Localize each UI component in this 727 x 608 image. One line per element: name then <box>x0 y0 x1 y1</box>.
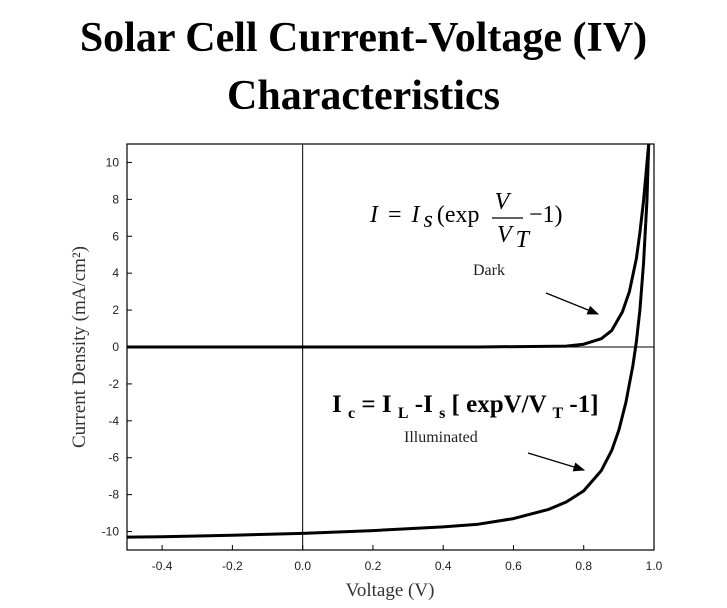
axis-ticks: -0.4 -0.2 0.0 0.2 0.4 0.6 0.8 1.0 10 8 6 4 2 0 -2 -4 -6 -… <box>102 155 663 573</box>
y-tick-label: 8 <box>112 192 119 206</box>
dark-equation: I = I s (exp V V T −1) <box>369 189 563 253</box>
slide-title-line-1: Solar Cell Current-Voltage (IV) <box>79 15 648 61</box>
illuminated-arrow <box>527 452 586 472</box>
y-tick-label: 10 <box>106 155 120 169</box>
svg-text:−1): −1) <box>529 202 563 228</box>
x-tick-label: 1.0 <box>646 559 663 573</box>
svg-text:I = I s: I = I s (exp <box>369 202 480 233</box>
x-tick-label: -0.4 <box>152 559 173 573</box>
dark-label: Dark <box>473 262 505 279</box>
illuminated-label: Illuminated <box>404 429 478 446</box>
dark-arrow <box>545 292 600 315</box>
x-tick-label: 0.0 <box>294 559 311 573</box>
x-tick-label: 0.2 <box>365 559 382 573</box>
y-tick-label: 4 <box>112 266 119 280</box>
svg-text:V: V <box>495 189 512 215</box>
x-tick-label: 0.8 <box>575 559 592 573</box>
y-tick-label: -10 <box>102 525 120 539</box>
y-tick-label: -4 <box>108 414 119 428</box>
y-axis-label: Current Density (mA/cm²) <box>69 246 90 448</box>
y-tick-label: -6 <box>108 451 119 465</box>
series-layer <box>127 144 651 539</box>
x-axis-label: Voltage (V) <box>346 580 435 601</box>
x-tick-label: 0.4 <box>435 559 452 573</box>
y-tick-label: -2 <box>108 377 119 391</box>
y-tick-label: -8 <box>108 488 119 502</box>
x-tick-label: 0.6 <box>505 559 522 573</box>
y-tick-label: 2 <box>112 303 119 317</box>
illuminated-equation: I c = I L -I s [ expV/V T -1] <box>332 391 599 424</box>
series-line-illuminated <box>127 144 651 539</box>
slide-title-line-2: Characteristics <box>227 73 500 119</box>
series-line-dark <box>127 144 651 349</box>
svg-text:V T: V T <box>497 222 531 253</box>
y-tick-label: 0 <box>112 340 119 354</box>
x-tick-label: -0.2 <box>222 559 243 573</box>
y-tick-label: 6 <box>112 229 119 243</box>
